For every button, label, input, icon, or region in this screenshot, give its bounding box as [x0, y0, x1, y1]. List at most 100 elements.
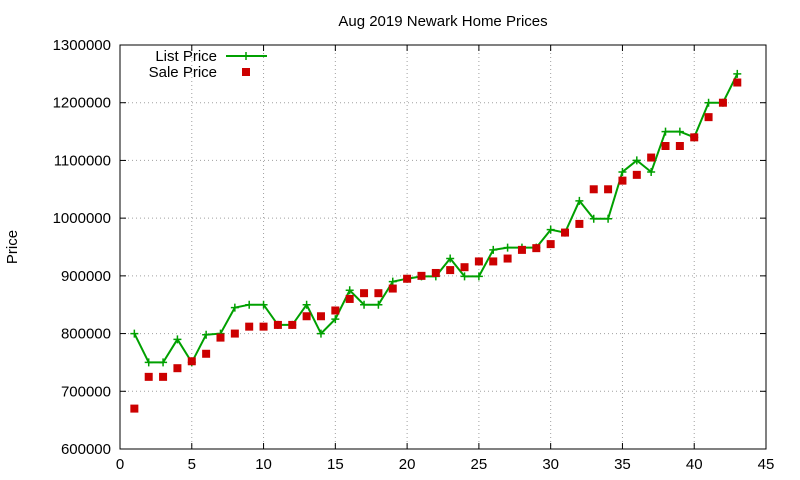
sale-price-point — [575, 219, 584, 228]
sale-price-point — [517, 245, 526, 254]
sale-price-point — [718, 98, 727, 107]
list-price-point — [661, 127, 670, 136]
sale-price-point — [446, 266, 455, 275]
sale-price-point — [460, 263, 469, 272]
sale-price-point — [675, 142, 684, 150]
y-tick-label: 600000 — [61, 441, 111, 458]
chart-title: Aug 2019 Newark Home Prices — [338, 13, 547, 30]
x-tick-label: 25 — [471, 456, 488, 473]
sale-price-point — [589, 185, 598, 194]
sale-price-point — [360, 289, 369, 298]
list-price-point — [130, 329, 139, 338]
y-tick-label: 800000 — [61, 326, 111, 343]
list-price-point — [245, 300, 254, 309]
series-list-price — [130, 69, 742, 367]
list-price-point — [360, 300, 369, 309]
sale-price-point — [561, 228, 570, 237]
list-price-point — [446, 254, 455, 263]
x-tick-label: 5 — [188, 456, 196, 473]
list-price-point — [316, 329, 325, 338]
x-tick-label: 10 — [255, 456, 272, 473]
sale-price-point — [618, 176, 627, 185]
series-sale-price — [130, 78, 742, 413]
sale-price-point — [331, 306, 340, 315]
data-series — [130, 69, 742, 413]
y-tick-label: 1300000 — [53, 37, 111, 54]
sale-price-point — [647, 153, 656, 162]
grid-lines — [120, 45, 766, 449]
sale-price-point — [489, 257, 498, 266]
sale-price-point — [604, 185, 613, 194]
sale-price-point — [503, 254, 512, 263]
sale-price-point — [733, 78, 742, 87]
sale-price-point — [474, 257, 483, 266]
sale-price-point — [417, 271, 426, 280]
x-tick-label: 35 — [614, 456, 631, 473]
list-price-point — [230, 303, 239, 312]
y-tick-label: 1200000 — [53, 95, 111, 112]
sale-price-point — [144, 372, 153, 381]
sale-price-point — [130, 404, 139, 413]
y-axis-label: Price — [4, 230, 21, 264]
sale-price-point — [230, 329, 239, 338]
legend-plus-marker — [242, 52, 250, 60]
sale-price-point — [187, 357, 196, 366]
y-tick-label: 900000 — [61, 268, 111, 285]
axis-ticks: 0 5 10 15 20 25 30 35 40 45 600000 700000 800000 9000… — [53, 37, 775, 473]
list-price-point — [503, 243, 512, 252]
list-price-point — [331, 315, 340, 324]
x-tick-label: 30 — [542, 456, 559, 473]
sale-price-point — [173, 364, 182, 373]
list-price-point — [460, 272, 469, 281]
legend-label: Sale Price — [149, 64, 217, 81]
list-price-point — [345, 286, 354, 295]
x-tick-label: 45 — [758, 456, 775, 473]
list-price-point — [202, 330, 211, 339]
sale-price-point — [345, 294, 354, 303]
sale-price-point — [273, 320, 282, 329]
list-price-point — [618, 167, 627, 176]
y-tick-label: 1100000 — [54, 152, 111, 169]
sale-price-point — [704, 113, 713, 122]
list-price-point — [173, 335, 182, 344]
x-tick-label: 0 — [116, 456, 124, 473]
list-price-point — [575, 196, 584, 205]
sale-price-point — [245, 322, 254, 331]
list-price-point — [388, 277, 397, 286]
sale-price-point — [690, 133, 699, 142]
sale-price-point — [202, 349, 211, 358]
sale-price-point — [216, 333, 225, 342]
list-price-point — [675, 127, 684, 136]
list-price-point — [159, 358, 168, 367]
sale-price-point — [403, 274, 412, 283]
sale-price-point — [302, 312, 311, 321]
list-price-point — [589, 214, 598, 223]
sale-price-point — [546, 240, 555, 249]
x-tick-label: 20 — [399, 456, 416, 473]
sale-price-point — [532, 244, 541, 253]
sale-price-point — [431, 268, 440, 277]
list-price-point — [647, 167, 656, 176]
sale-price-point — [288, 320, 297, 329]
sale-price-point — [632, 170, 641, 179]
sale-price-point — [661, 142, 670, 150]
list-price-point — [259, 300, 268, 309]
y-tick-label: 700000 — [61, 383, 111, 400]
plot-frame — [119, 44, 767, 450]
sale-price-point — [374, 289, 383, 298]
list-price-point — [733, 69, 742, 78]
sale-price-point — [388, 284, 397, 293]
list-price-point — [474, 272, 483, 281]
list-price-point — [374, 300, 383, 309]
list-price-point — [704, 98, 713, 107]
sale-price-point — [159, 372, 168, 381]
list-price-point — [302, 300, 311, 309]
legend-label: List Price — [155, 48, 217, 65]
list-price-point — [632, 156, 641, 165]
legend-square-marker — [242, 68, 250, 76]
x-tick-label: 40 — [686, 456, 703, 473]
list-price-point — [546, 225, 555, 234]
list-price-point — [604, 214, 613, 223]
